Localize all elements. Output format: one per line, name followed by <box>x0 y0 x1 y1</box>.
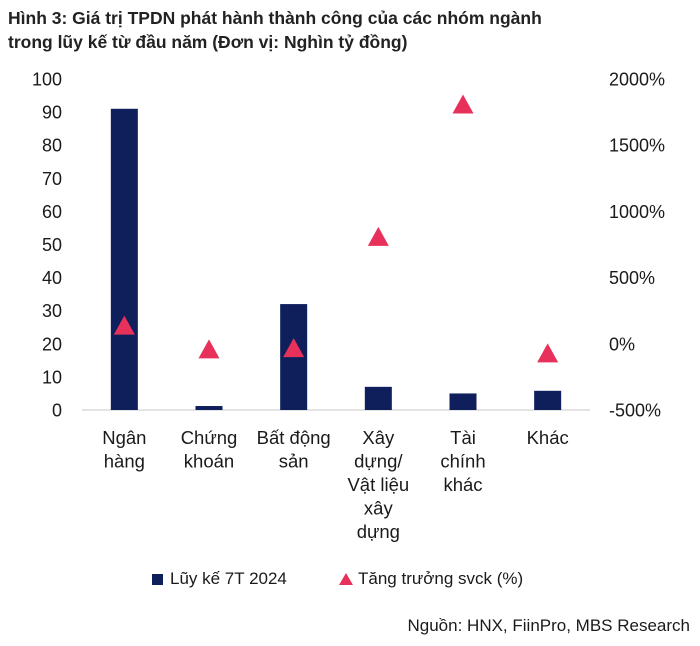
x-category-label: khoán <box>184 451 234 472</box>
y-right-tick-label: 1000% <box>609 202 665 222</box>
growth-triangle-point <box>198 339 220 359</box>
y-left-tick-label: 60 <box>42 202 62 222</box>
y-right-tick-label: 2000% <box>609 70 665 90</box>
bar <box>364 386 392 410</box>
y-right-tick-label: -500% <box>609 401 661 421</box>
bar <box>449 393 477 410</box>
x-category-label: Khác <box>527 427 569 448</box>
y-left-tick-label: 0 <box>52 401 62 421</box>
x-category-label: hàng <box>104 451 145 472</box>
chart-title: Hình 3: Giá trị TPDN phát hành thành côn… <box>8 6 698 54</box>
y-left-tick-label: 100 <box>32 70 62 90</box>
x-category-label: Vật liệu <box>347 474 409 495</box>
legend-bar-label: Lũy kế 7T 2024 <box>170 569 287 588</box>
x-category-label: Chứng <box>181 427 238 448</box>
y-left-tick-label: 30 <box>42 301 62 321</box>
x-category-label: sản <box>279 451 309 472</box>
x-category-label: khác <box>443 474 482 495</box>
y-left-tick-label: 90 <box>42 103 62 123</box>
y-left-tick-label: 20 <box>42 334 62 354</box>
x-category-label: Ngân <box>102 427 146 448</box>
legend-bar-swatch <box>152 573 163 585</box>
y-left-tick-label: 80 <box>42 136 62 156</box>
bar <box>195 406 223 410</box>
chart-title-line-2: trong lũy kế từ đầu năm (Đơn vị: Nghìn t… <box>8 32 408 52</box>
x-category-label: dựng/ <box>354 451 403 472</box>
growth-triangle-point <box>283 338 305 358</box>
x-category-label: dựng <box>357 521 400 542</box>
source-note: Nguồn: HNX, FiinPro, MBS Research <box>407 616 691 635</box>
growth-triangle-point <box>367 226 389 246</box>
y-right-tick-label: 0% <box>609 334 635 354</box>
x-category-label: Bất động <box>257 427 331 448</box>
x-category-label: Tài <box>450 427 476 448</box>
legend-triangle-icon <box>339 573 353 585</box>
growth-triangle-point <box>113 315 135 335</box>
x-category-label: chính <box>440 451 485 472</box>
growth-triangle-point <box>537 343 559 363</box>
y-right-tick-label: 500% <box>609 268 655 288</box>
chart-title-line-1: Hình 3: Giá trị TPDN phát hành thành côn… <box>8 8 542 28</box>
y-left-tick-label: 70 <box>42 169 62 189</box>
chart-legend: Lũy kế 7T 2024 Tăng trưởng svck (%) <box>0 569 700 593</box>
x-category-label: xây <box>364 498 394 519</box>
y-left-tick-label: 50 <box>42 235 62 255</box>
y-left-tick-label: 10 <box>42 367 62 387</box>
chart-plot: 0 10 20 30 40 50 60 70 80 90 100 -500% 0% 500% 1000% 15… <box>32 70 665 543</box>
legend-triangle-label: Tăng trưởng svck (%) <box>358 569 524 588</box>
legend-item-bars: Lũy kế 7T 2024 <box>152 569 287 589</box>
growth-triangle-point <box>452 94 474 114</box>
y-right-tick-label: 1500% <box>609 136 665 156</box>
y-left-tick-label: 40 <box>42 268 62 288</box>
bar <box>534 390 562 410</box>
x-category-label: Xây <box>362 427 395 448</box>
legend-item-triangles: Tăng trưởng svck (%) <box>339 569 523 589</box>
bar <box>110 108 138 410</box>
